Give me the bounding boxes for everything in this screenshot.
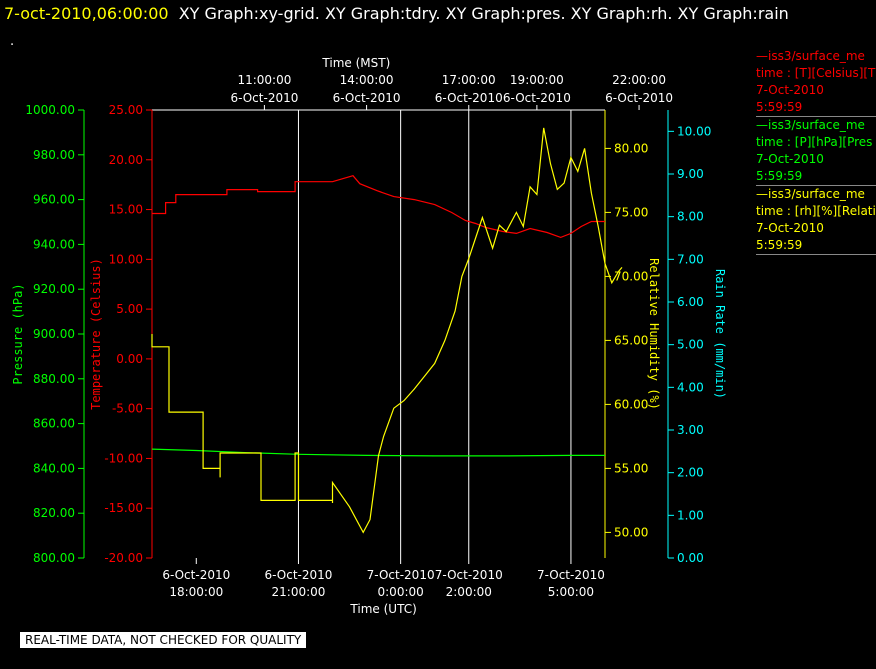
pres-tick-label: 820.00 xyxy=(33,506,75,520)
pres-axis-label: Pressure (hPa) xyxy=(11,283,25,384)
rain-tick-label: 0.00 xyxy=(677,551,704,565)
bottom-axis-tick-label: 18:00:00 xyxy=(169,585,223,599)
pressure-series xyxy=(151,448,605,457)
temperature-series xyxy=(152,175,605,239)
bottom-axis-tick-label: 5:00:00 xyxy=(548,585,594,599)
legend-line: —iss3/surface_me xyxy=(756,49,865,63)
header-dot: . xyxy=(10,34,15,49)
rain-tick-label: 1.00 xyxy=(677,508,704,522)
legend-line: 5:59:59 xyxy=(756,169,803,183)
legend: —iss3/surface_me time : [T][Celsius][T 7… xyxy=(756,48,876,255)
quality-disclaimer: REAL-TIME DATA, NOT CHECKED FOR QUALITY xyxy=(20,632,307,648)
top-axis-tick-label: 6-Oct-2010 xyxy=(333,91,401,105)
temp-tick-label: 25.00 xyxy=(109,103,143,117)
rh-tick-label: 70.00 xyxy=(614,269,648,283)
legend-entry-pressure: —iss3/surface_me time : [P][hPa][Pres 7-… xyxy=(756,117,876,186)
top-axis-tick-label: 17:00:00 xyxy=(442,73,496,87)
pres-tick-label: 960.00 xyxy=(33,193,75,207)
rain-tick-label: 3.00 xyxy=(677,423,704,437)
temp-tick-label: -5.00 xyxy=(112,402,143,416)
legend-line: 5:59:59 xyxy=(756,100,803,114)
rain-tick-label: 5.00 xyxy=(677,338,704,352)
rh-tick-label: 75.00 xyxy=(614,205,648,219)
rh-tick-label: 55.00 xyxy=(614,461,648,475)
legend-line: —iss3/surface_me xyxy=(756,187,865,201)
legend-line: 7-Oct-2010 xyxy=(756,221,824,235)
rain-tick-label: 2.00 xyxy=(677,466,704,480)
legend-entry-temperature: —iss3/surface_me time : [T][Celsius][T 7… xyxy=(756,48,876,117)
top-axis-label: Time (MST) xyxy=(321,56,390,70)
pres-tick-label: 940.00 xyxy=(33,237,75,251)
temp-tick-label: 20.00 xyxy=(109,153,143,167)
pres-tick-label: 800.00 xyxy=(33,551,75,565)
top-axis-tick-label: 6-Oct-2010 xyxy=(605,91,673,105)
legend-line: 7-Oct-2010 xyxy=(756,83,824,97)
pres-tick-label: 900.00 xyxy=(33,327,75,341)
legend-line: time : [T][Celsius][T xyxy=(756,66,876,80)
legend-entry-humidity: —iss3/surface_me time : [rh][%][Relati 7… xyxy=(756,186,876,255)
bottom-axis-tick-label: 6-Oct-2010 xyxy=(162,568,230,582)
temp-tick-label: -10.00 xyxy=(104,451,143,465)
pres-tick-label: 880.00 xyxy=(33,372,75,386)
rh-tick-label: 60.00 xyxy=(614,397,648,411)
legend-line: 5:59:59 xyxy=(756,238,803,252)
rh-tick-label: 65.00 xyxy=(614,333,648,347)
bottom-axis-tick-label: 0:00:00 xyxy=(378,585,424,599)
top-axis-tick-label: 6-Oct-2010 xyxy=(435,91,503,105)
temp-tick-label: 10.00 xyxy=(109,252,143,266)
bottom-axis-tick-label: 21:00:00 xyxy=(272,585,326,599)
temp-tick-label: -20.00 xyxy=(104,551,143,565)
header-title: 7-oct-2010,06:00:00 XY Graph:xy-grid. XY… xyxy=(4,4,789,23)
rain-axis-label: Rain Rate (mm/min) xyxy=(713,269,727,399)
rh-tick-label: 50.00 xyxy=(614,525,648,539)
top-axis-tick-label: 6-Oct-2010 xyxy=(503,91,571,105)
rain-tick-label: 7.00 xyxy=(677,252,704,266)
temp-tick-label: -15.00 xyxy=(104,501,143,515)
legend-line: 7-Oct-2010 xyxy=(756,152,824,166)
legend-line: time : [P][hPa][Pres xyxy=(756,135,873,149)
temp-tick-label: 0.00 xyxy=(116,352,143,366)
temp-tick-label: 15.00 xyxy=(109,203,143,217)
top-axis-tick-label: 11:00:00 xyxy=(237,73,291,87)
rain-tick-label: 10.00 xyxy=(677,124,711,138)
pres-tick-label: 1000.00 xyxy=(25,103,75,117)
bottom-axis-tick-label: 2:00:00 xyxy=(446,585,492,599)
rain-tick-label: 6.00 xyxy=(677,295,704,309)
rh-tick-label: 80.00 xyxy=(614,141,648,155)
rain-tick-label: 8.00 xyxy=(677,210,704,224)
bottom-axis-tick-label: 7-Oct-2010 xyxy=(367,568,435,582)
temp-axis-label: Temperature (Celsius) xyxy=(89,258,103,410)
top-axis-tick-label: 6-Oct-2010 xyxy=(230,91,298,105)
humidity-series xyxy=(151,127,623,534)
top-axis-tick-label: 14:00:00 xyxy=(340,73,394,87)
pres-tick-label: 920.00 xyxy=(33,282,75,296)
pres-tick-label: 840.00 xyxy=(33,461,75,475)
bottom-axis-tick-label: 7-Oct-2010 xyxy=(537,568,605,582)
rain-tick-label: 4.00 xyxy=(677,380,704,394)
bottom-axis-label: Time (UTC) xyxy=(349,602,416,616)
legend-line: —iss3/surface_me xyxy=(756,118,865,132)
bottom-axis-tick-label: 7-Oct-2010 xyxy=(435,568,503,582)
pres-tick-label: 860.00 xyxy=(33,417,75,431)
bottom-axis-tick-label: 6-Oct-2010 xyxy=(264,568,332,582)
rh-axis-label: Relative Humidity (%) xyxy=(647,258,661,410)
top-axis-tick-label: 19:00:00 xyxy=(510,73,564,87)
rain-tick-label: 9.00 xyxy=(677,167,704,181)
top-axis-tick-label: 22:00:00 xyxy=(612,73,666,87)
header-graph-list: XY Graph:xy-grid. XY Graph:tdry. XY Grap… xyxy=(178,4,789,23)
pres-tick-label: 980.00 xyxy=(33,148,75,162)
legend-line: time : [rh][%][Relati xyxy=(756,204,876,218)
temp-tick-label: 5.00 xyxy=(116,302,143,316)
header-timestamp: 7-oct-2010,06:00:00 xyxy=(4,4,169,23)
